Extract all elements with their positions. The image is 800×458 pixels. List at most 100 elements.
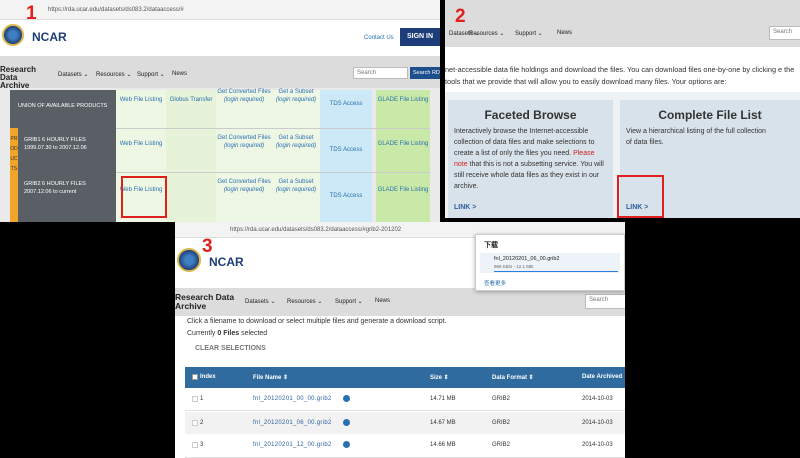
table-row: 2 fnl_20120201_06_00.grib2 14.67 MB GRIB2 20…: [185, 412, 625, 435]
card-link[interactable]: LINK >: [454, 204, 477, 211]
nav-item[interactable]: News: [557, 30, 573, 36]
label: Get a Subset: [278, 89, 314, 95]
table-cell: GRIB2: [492, 442, 511, 448]
column-header[interactable]: File Name: [253, 374, 288, 381]
clear-button[interactable]: CLEAR SELECTIONS: [195, 345, 266, 352]
nav-item[interactable]: Support: [335, 298, 363, 305]
note: Please note: [454, 150, 595, 168]
table-cell[interactable]: fnl_20120201_00_00.grib2: [253, 396, 332, 402]
count: 0 Files: [217, 330, 240, 337]
table-cell: 3: [200, 442, 204, 448]
tds-link[interactable]: TDS Access: [329, 147, 363, 153]
highlight-box: [121, 176, 167, 218]
web-link[interactable]: Web File Listing: [119, 187, 163, 193]
nav-item[interactable]: Resources: [469, 30, 504, 37]
table-header: Index File Name Size Data Format Date Ar…: [185, 367, 625, 388]
url: https://rda.ucar.edu/datasets/ds083.2/da…: [48, 7, 184, 13]
column-bg: [166, 90, 216, 222]
browser-bar: https://rda.ucar.edu/datasets/ds083.2/da…: [0, 0, 440, 20]
download-file: fnl_20120201_06_00.grib2: [494, 256, 560, 262]
nav-item[interactable]: Datasets: [58, 71, 88, 78]
card-title: Complete File List: [658, 108, 762, 122]
download-progress: 965 KB/s - 12.1 MB: [494, 264, 534, 269]
info-icon[interactable]: [343, 395, 350, 402]
web-link[interactable]: Web File Listing: [119, 141, 163, 147]
contact-link[interactable]: Contact Us: [364, 35, 394, 41]
subset-link[interactable]: Get a Subset (login required): [272, 172, 320, 194]
panel-2: Datasets Resources Support News Search 2…: [445, 0, 800, 218]
column-bg: [320, 90, 372, 222]
table-row: 3 fnl_20120201_12_00.grib2 14.66 MB GRIB2 20…: [185, 434, 625, 458]
header-product: UNION OF AVAILABLE PRODUCTS: [10, 90, 116, 128]
table-cell[interactable]: fnl_20120201_12_00.grib2: [253, 442, 332, 448]
tds-link[interactable]: TDS Access: [329, 193, 363, 199]
step-number: 2: [455, 6, 466, 27]
download-title: 下载: [484, 242, 498, 249]
checkbox[interactable]: [192, 374, 198, 380]
label: Get Converted Files: [217, 135, 271, 141]
table-cell: 1: [200, 396, 204, 402]
nav-item[interactable]: News: [375, 298, 391, 304]
nav-item[interactable]: Support: [137, 71, 165, 78]
note: (login required): [223, 187, 265, 193]
sign-in-button[interactable]: SIGN IN: [400, 28, 440, 46]
subset-link[interactable]: Get a Subset (login required): [272, 128, 320, 150]
column-header[interactable]: Data Format: [492, 374, 534, 381]
table-cell: GRIB2: [492, 420, 511, 426]
header-web: Web File Listing: [119, 97, 163, 103]
header-subset: Get a Subset (login required): [272, 82, 320, 104]
checkbox[interactable]: [192, 442, 198, 448]
table-cell: 14.71 MB: [430, 396, 456, 402]
row-divider: [116, 172, 430, 173]
column-bg: [376, 90, 430, 222]
converted-link[interactable]: Get Converted Files (login required): [216, 128, 272, 150]
header-glade: GLADE File Listing: [377, 97, 429, 103]
table-cell: 2014-10-03: [582, 420, 613, 426]
card-link[interactable]: LINK >: [626, 204, 649, 211]
converted-link[interactable]: Get Converted Files (login required): [216, 172, 272, 194]
nav-bar: Datasets Resources Support News Search: [445, 0, 800, 47]
checkbox[interactable]: [192, 420, 198, 426]
column-bg: [272, 90, 320, 222]
header-tds: TDS Access: [329, 101, 363, 107]
table-cell: GRIB2: [492, 396, 511, 402]
panel-1: https://rda.ucar.edu/datasets/ds083.2/da…: [0, 0, 440, 222]
step-number: 1: [26, 3, 37, 24]
step-number: 3: [202, 236, 213, 257]
table-cell[interactable]: fnl_20120201_06_00.grib2: [253, 420, 332, 426]
search-box[interactable]: Search: [585, 294, 625, 309]
nav-item[interactable]: Resources: [96, 71, 131, 78]
label: Get Converted Files: [217, 89, 271, 95]
download-item[interactable]: fnl_20120201_06_00.grib2 965 KB/s - 12.1…: [480, 253, 620, 273]
logo: [177, 248, 201, 272]
site-title: Research Data Archive: [175, 292, 235, 311]
search-box[interactable]: Search: [353, 67, 408, 79]
column-header[interactable]: Size: [430, 374, 449, 381]
info-icon[interactable]: [343, 419, 350, 426]
nav-item[interactable]: Datasets: [449, 30, 479, 37]
table-cell: 2014-10-03: [582, 396, 613, 402]
nav-item[interactable]: News: [172, 71, 188, 77]
glade-link[interactable]: GLADE File Listing: [377, 141, 429, 147]
nav-item[interactable]: Resources: [287, 298, 322, 305]
nav-item[interactable]: Datasets: [245, 298, 275, 305]
note: (login required): [223, 143, 265, 149]
column-bg: [216, 90, 272, 222]
download-more[interactable]: 查看更多: [484, 281, 507, 287]
table-cell: 14.67 MB: [430, 420, 456, 426]
info-icon[interactable]: [343, 441, 350, 448]
column-header[interactable]: Date Archived: [582, 374, 623, 380]
checkbox[interactable]: [192, 396, 198, 402]
url: https://rda.ucar.edu/datasets/ds083.2/da…: [230, 227, 402, 233]
nav-item[interactable]: Support: [515, 30, 543, 37]
glade-link[interactable]: GLADE File Listing: [377, 187, 429, 193]
header-globus: Globus Transfer: [169, 97, 213, 103]
selection-status: Currently 0 Files selected: [187, 330, 267, 337]
card-text: View a hierarchical listing of the full …: [626, 128, 766, 146]
search-button[interactable]: Search RDA: [410, 67, 440, 79]
intro-text: net-accessible data file holdings and do…: [445, 65, 795, 86]
instructions: Click a filename to download or select m…: [187, 318, 447, 325]
search-box[interactable]: Search: [769, 26, 800, 40]
